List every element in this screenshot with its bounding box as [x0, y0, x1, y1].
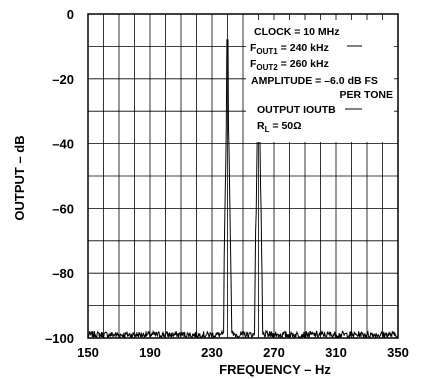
tick-labels: 150 190 230 270 310 350 0 –20 –40 –60 –80 –100 — [45, 7, 409, 360]
x-tick-label: 190 — [139, 345, 161, 360]
x-tick-label: 230 — [201, 345, 223, 360]
y-tick-label: –100 — [45, 331, 74, 346]
annotation-output: OUTPUT IOUTB — [257, 104, 336, 116]
spectrum-trace — [87, 39, 399, 339]
annotation-clock: CLOCK = 10 MHz — [254, 26, 339, 38]
y-axis-label: OUTPUT – dB — [12, 135, 27, 220]
annotation-fout2: FOUT2 = 260 kHz — [250, 58, 329, 72]
plot-area — [87, 13, 399, 339]
annotation-fout1: FOUT1 = 240 kHz — [250, 42, 329, 56]
y-tick-label: –80 — [52, 266, 74, 281]
y-tick-label: 0 — [67, 7, 74, 22]
x-tick-label: 270 — [263, 345, 285, 360]
annotation-per-tone: PER TONE — [340, 89, 393, 101]
annotation-amplitude: AMPLITUDE = –6.0 dB FS — [251, 75, 378, 87]
y-tick-label: –60 — [52, 201, 74, 216]
annotation-background — [246, 20, 394, 142]
y-tick-label: –40 — [52, 137, 74, 152]
x-tick-label: 310 — [325, 345, 347, 360]
x-axis-label: FREQUENCY – Hz — [219, 362, 331, 377]
x-tick-label: 350 — [387, 345, 409, 360]
y-tick-label: –20 — [52, 72, 74, 87]
annotation-rl: RL = 50Ω — [257, 120, 302, 134]
x-tick-label: 150 — [77, 345, 99, 360]
